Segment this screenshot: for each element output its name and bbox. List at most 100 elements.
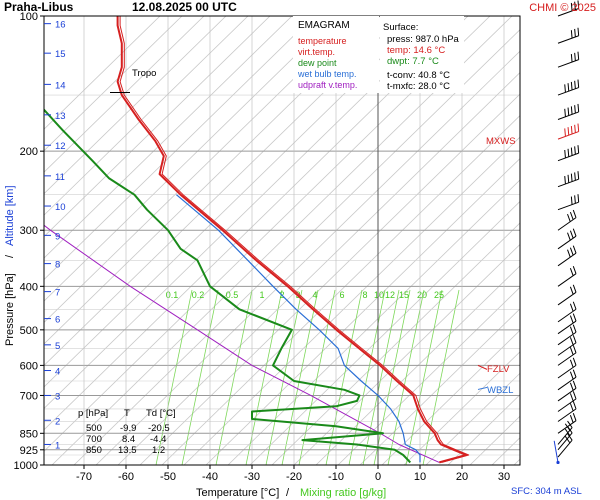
wind-barb bbox=[557, 433, 573, 458]
surface-pressure: press: 987.0 hPa bbox=[387, 34, 460, 45]
wind-barb-feather bbox=[569, 247, 574, 256]
legend-item-dewpoint: dew point bbox=[298, 58, 337, 68]
wind-barb-feather bbox=[569, 347, 574, 355]
wind-barb-feather bbox=[570, 125, 573, 135]
x-axis-separator: / bbox=[286, 487, 290, 499]
wind-barb bbox=[557, 380, 577, 402]
wind-barb-feather bbox=[572, 335, 577, 343]
moist-adiabat-line bbox=[403, 351, 520, 465]
credit: CHMI © 2025 bbox=[529, 2, 596, 14]
moist-adiabat-line bbox=[44, 16, 249, 216]
wind-barb-feather bbox=[574, 1, 576, 10]
wind-barb bbox=[557, 245, 577, 267]
mixing-ratio-line bbox=[422, 289, 460, 465]
wind-barb-feather bbox=[572, 313, 577, 322]
wind-barb-staff bbox=[557, 364, 577, 379]
wind-barb bbox=[557, 369, 577, 391]
mixing-ratio-line bbox=[405, 289, 443, 465]
wind-barb-feather bbox=[567, 107, 570, 116]
wind-barb-feather bbox=[572, 245, 577, 254]
pressure-tick-label: 300 bbox=[20, 225, 38, 237]
table-header-t: T bbox=[124, 408, 130, 419]
wind-barb bbox=[557, 357, 577, 379]
mixing-ratio-line bbox=[215, 289, 253, 465]
freezing-level-marker bbox=[477, 364, 488, 370]
wind-barb-feather bbox=[570, 173, 573, 182]
wind-barb-feather bbox=[574, 80, 576, 89]
temperature-tick-label: -50 bbox=[160, 471, 176, 483]
table-header-p: p [hPa] bbox=[78, 408, 108, 419]
wind-barb-staff bbox=[557, 273, 577, 287]
mixing-ratio-label: 1 bbox=[259, 290, 264, 300]
wind-barb-feather bbox=[572, 380, 577, 389]
table-cell: -9.9 bbox=[120, 423, 136, 434]
wind-barb-feather bbox=[569, 286, 574, 295]
moist-adiabat-line bbox=[315, 265, 520, 465]
moist-adiabat-line bbox=[271, 222, 520, 465]
moist-adiabat-line bbox=[205, 157, 520, 465]
pressure-tick-label: 700 bbox=[20, 390, 38, 402]
mixing-ratio-label: 25 bbox=[434, 290, 444, 300]
altitude-tick-label: 12 bbox=[55, 141, 66, 152]
profile-series bbox=[44, 16, 470, 464]
sounding-datetime: 12.08.2025 00 UTC bbox=[132, 0, 237, 14]
y-axis-label-pressure: Pressure [hPa] bbox=[4, 273, 16, 346]
wind-barb bbox=[557, 171, 580, 188]
surface-tmxfc: t-mxfc: 28.0 °C bbox=[387, 81, 450, 92]
wind-barb-staff bbox=[557, 235, 577, 250]
wind-barb-feather bbox=[564, 84, 566, 93]
pressure-tick-label: 600 bbox=[20, 360, 38, 372]
level-table: p [hPa] T Td [°C] 500 -9.9 -20.5 700 8.4… bbox=[78, 408, 176, 456]
wind-barb-feather bbox=[569, 371, 574, 380]
temperature-tick-label: -30 bbox=[244, 471, 260, 483]
moist-adiabat-line bbox=[117, 72, 520, 465]
mixing-ratio-line bbox=[325, 289, 363, 465]
wind-barb bbox=[557, 0, 580, 17]
wind-barb-feather bbox=[567, 83, 570, 92]
wind-barb-staff bbox=[557, 8, 579, 17]
wind-barb-feather bbox=[567, 420, 573, 428]
mixing-ratio-label: 15 bbox=[399, 290, 409, 300]
wind-barb-feather bbox=[569, 393, 574, 402]
wind-barb bbox=[557, 391, 577, 412]
temperature-tick-label: 10 bbox=[414, 471, 426, 483]
wind-barb-feather bbox=[569, 415, 574, 423]
moist-adiabat-line bbox=[44, 16, 183, 152]
max-wind-label: MXWS bbox=[486, 136, 516, 147]
altitude-tick-label: 6 bbox=[55, 315, 60, 326]
altitude-tick-label: 5 bbox=[55, 341, 60, 352]
y-axis-separator: / bbox=[4, 254, 16, 258]
altitude-tick-label: 3 bbox=[55, 391, 60, 402]
mixing-ratio-line bbox=[181, 289, 219, 465]
surface-box: Surface: press: 987.0 hPa temp: 14.6 °C … bbox=[380, 16, 464, 93]
mixing-ratio-label: 0.5 bbox=[226, 290, 239, 300]
wind-barb bbox=[557, 401, 577, 422]
wind-barb-feather bbox=[570, 2, 573, 11]
moist-adiabat-line bbox=[44, 16, 337, 302]
surface-temp: temp: 14.6 °C bbox=[387, 45, 445, 56]
wind-barb-feather bbox=[574, 105, 576, 114]
wind-barb bbox=[557, 335, 577, 356]
wind-barb-staff bbox=[557, 59, 579, 68]
wind-barb-feather bbox=[567, 174, 570, 183]
wind-barb-feather bbox=[572, 357, 577, 366]
wind-barb-feather bbox=[577, 194, 580, 203]
mixing-ratio-label: 6 bbox=[339, 290, 344, 300]
surface-tconv: t-conv: 40.8 °C bbox=[387, 70, 450, 81]
moist-adiabat-line bbox=[359, 308, 520, 465]
wind-barb bbox=[557, 123, 580, 140]
altitude-tick-label: 7 bbox=[55, 288, 60, 299]
wind-barb-feather bbox=[564, 428, 571, 436]
altitude-tick-label: 1 bbox=[55, 440, 60, 451]
wind-barbs bbox=[553, 0, 580, 465]
table-cell: 8.4 bbox=[122, 434, 135, 445]
wind-barb-feather bbox=[577, 0, 580, 9]
surface-title: Surface: bbox=[383, 22, 418, 33]
legend-item-updraft: udpraft v.temp. bbox=[298, 80, 357, 90]
wind-barb-feather bbox=[570, 196, 573, 205]
wind-barb-staff bbox=[557, 387, 577, 402]
legend-item-wet-bulb: wet bulb temp. bbox=[297, 69, 357, 79]
wind-barb bbox=[557, 103, 580, 120]
tropopause-label: Tropo bbox=[132, 68, 156, 79]
table-cell: 850 bbox=[86, 445, 102, 456]
